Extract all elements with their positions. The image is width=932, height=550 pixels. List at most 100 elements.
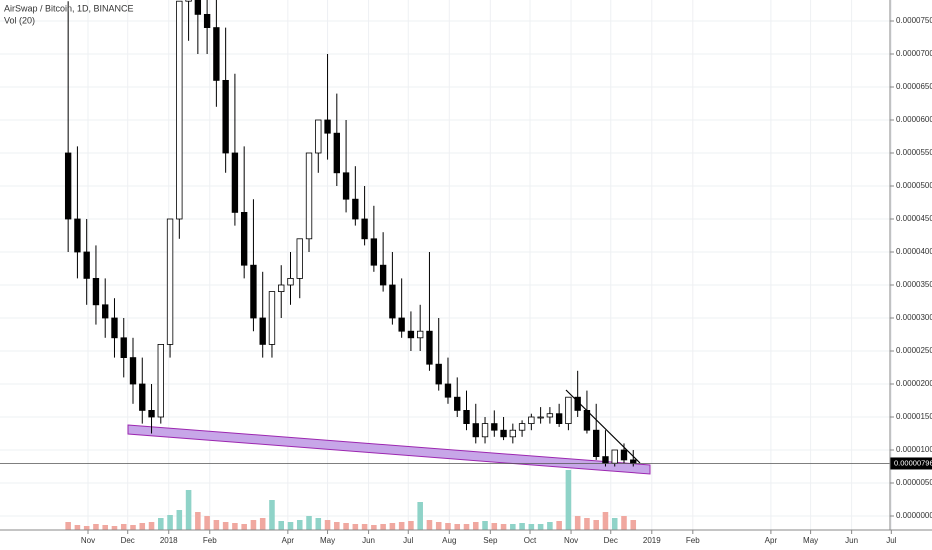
candle-body bbox=[342, 172, 350, 200]
volume-bar bbox=[120, 524, 127, 530]
candle-body bbox=[444, 383, 452, 398]
candle-body bbox=[83, 251, 90, 279]
volume-bar bbox=[241, 524, 247, 530]
volume-bar bbox=[167, 515, 173, 530]
candle-body bbox=[222, 79, 229, 154]
volume-bar bbox=[148, 522, 155, 530]
volume-bar bbox=[185, 490, 192, 530]
volume-bar bbox=[139, 523, 146, 530]
candle-body bbox=[509, 429, 517, 438]
candle-body bbox=[296, 238, 303, 279]
candle-body bbox=[278, 284, 285, 292]
volume-bar bbox=[93, 524, 99, 530]
volume-bar bbox=[83, 526, 90, 530]
candle-body bbox=[537, 416, 544, 419]
volume-bar bbox=[519, 523, 525, 530]
volume-bar bbox=[195, 512, 201, 530]
candle-body bbox=[546, 413, 554, 418]
candle-body bbox=[120, 337, 127, 359]
candle-body bbox=[166, 218, 174, 345]
candle-body bbox=[92, 277, 100, 306]
volume-bar bbox=[380, 524, 386, 530]
candle-body bbox=[407, 330, 415, 339]
candle-body bbox=[630, 459, 637, 464]
volume-label: Vol (20) bbox=[4, 15, 35, 25]
x-tick-label: Feb bbox=[686, 536, 700, 545]
x-tick-label: May bbox=[320, 536, 335, 545]
volume-bar bbox=[510, 524, 516, 530]
support-channel bbox=[127, 424, 651, 475]
volume-bar bbox=[389, 523, 396, 530]
x-tick-label: Nov bbox=[564, 536, 578, 545]
volume-bar bbox=[324, 520, 331, 530]
volume-bar bbox=[630, 520, 637, 530]
candle-body bbox=[370, 238, 378, 266]
candle-body bbox=[64, 152, 72, 220]
x-tick-label: Jul bbox=[403, 536, 413, 545]
volume-bar bbox=[565, 470, 572, 530]
x-tick-label: Dec bbox=[604, 536, 618, 545]
candle-body bbox=[389, 284, 396, 319]
volume-bar bbox=[306, 516, 312, 530]
volume-bar bbox=[130, 525, 136, 530]
candle-body bbox=[287, 277, 294, 286]
candle-body bbox=[148, 410, 155, 418]
x-tick-label: Apr bbox=[765, 536, 778, 545]
candle-body bbox=[463, 410, 470, 425]
candle-body bbox=[398, 317, 405, 332]
volume-bar bbox=[176, 510, 183, 530]
volume-bar bbox=[278, 521, 285, 530]
candle-body bbox=[240, 211, 248, 266]
candle-body bbox=[305, 152, 313, 240]
last-price-box bbox=[890, 457, 932, 470]
candle-body bbox=[231, 152, 239, 213]
candle-body bbox=[472, 423, 479, 438]
volume-bar bbox=[343, 523, 349, 530]
volume-bar bbox=[352, 524, 359, 530]
candle-body bbox=[324, 119, 331, 134]
volume-bar bbox=[537, 524, 544, 530]
volume-bar bbox=[611, 518, 618, 530]
candle-body bbox=[435, 363, 442, 385]
volume-bar bbox=[426, 520, 433, 530]
volume-bar bbox=[361, 524, 368, 530]
volume-bar bbox=[528, 524, 535, 530]
volume-bar bbox=[435, 522, 442, 530]
volume-bar bbox=[500, 524, 507, 530]
candle-body bbox=[176, 0, 183, 220]
x-tick-label: May bbox=[803, 536, 818, 545]
candle-body bbox=[361, 218, 368, 240]
volume-bar bbox=[593, 520, 599, 530]
candle-body bbox=[203, 13, 211, 28]
candle-body bbox=[259, 317, 266, 345]
volume-bar bbox=[398, 522, 405, 530]
volume-bar bbox=[417, 502, 423, 530]
candle-body bbox=[157, 344, 164, 418]
candle-body bbox=[620, 449, 628, 461]
x-tick-label: Jul bbox=[886, 536, 896, 545]
candles bbox=[64, 0, 637, 467]
x-tick-label: Apr bbox=[282, 536, 295, 545]
candle-body bbox=[528, 416, 535, 425]
x-tick-label: 2018 bbox=[160, 536, 178, 545]
candle-body bbox=[602, 456, 609, 464]
x-tick-label: Dec bbox=[121, 536, 135, 545]
volume-bar bbox=[472, 522, 479, 530]
volume-bar bbox=[315, 518, 322, 530]
grid bbox=[0, 0, 892, 530]
candle-body bbox=[417, 330, 424, 339]
candle-body bbox=[555, 413, 563, 425]
volume-bar bbox=[454, 524, 461, 530]
